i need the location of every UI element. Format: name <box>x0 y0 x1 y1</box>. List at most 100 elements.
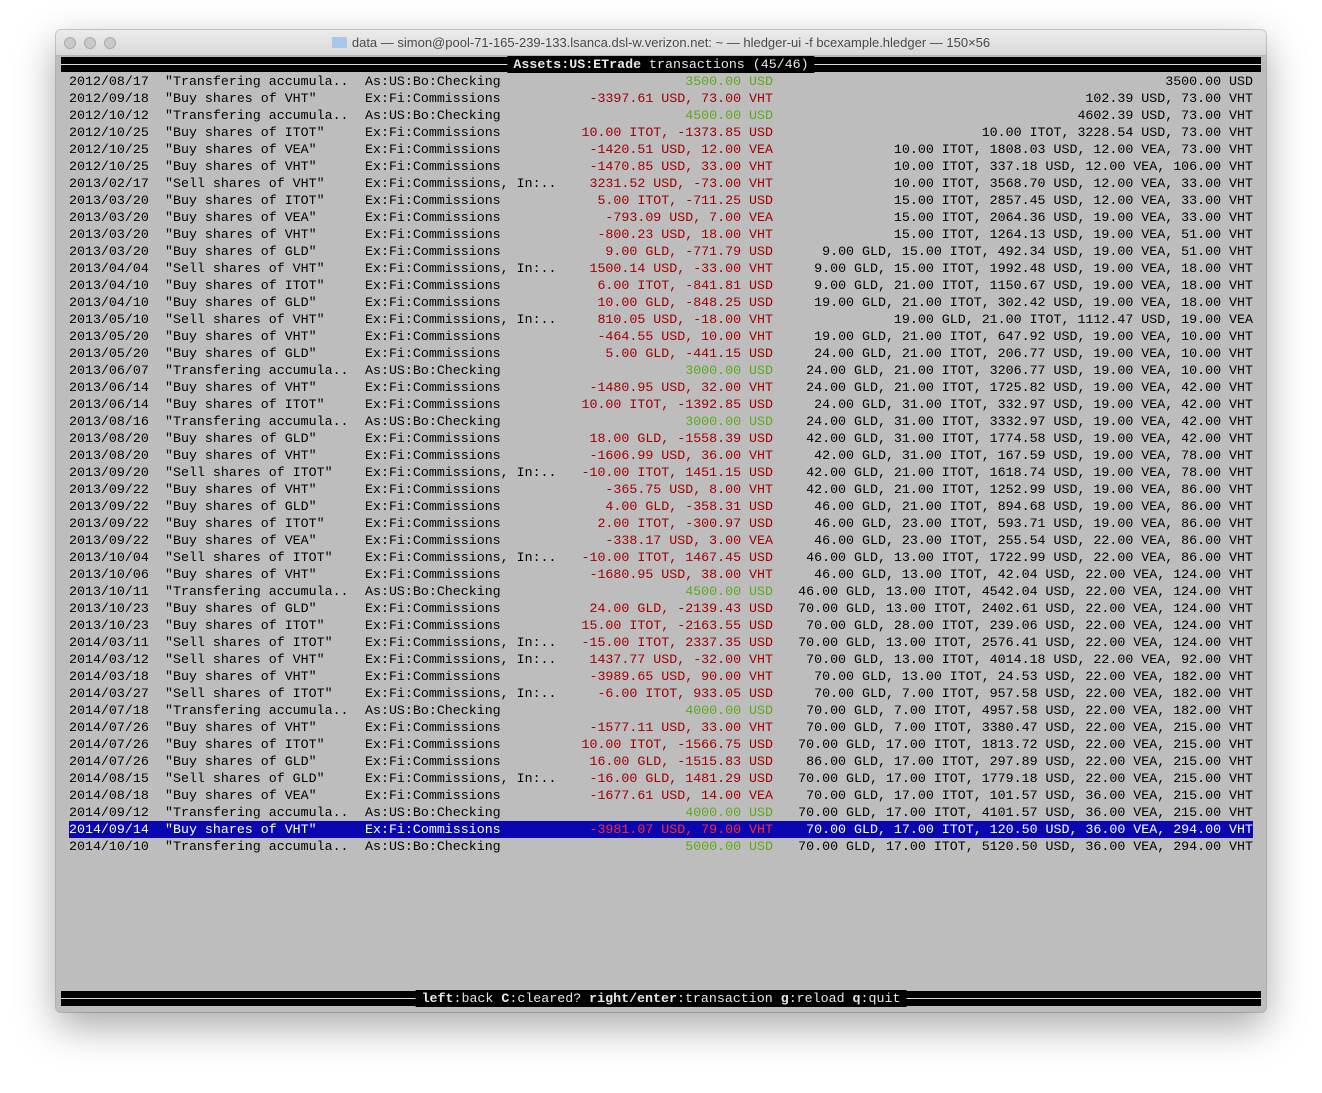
transaction-row[interactable]: 2013/04/10 "Buy shares of GLD" Ex:Fi:Commi… <box>69 294 1253 311</box>
row-date: 2014/03/11 <box>69 635 149 650</box>
transaction-row[interactable]: 2013/09/22 "Buy shares of VEA" Ex:Fi:Commi… <box>69 532 1253 549</box>
transaction-row[interactable]: 2013/08/20 "Buy shares of VHT" Ex:Fi:Commi… <box>69 447 1253 464</box>
row-balance: 9.00 GLD, 21.00 ITOT, 1150.67 USD, 19.00… <box>814 278 1253 293</box>
transaction-row[interactable]: 2014/07/26 "Buy shares of VHT" Ex:Fi:Commi… <box>69 719 1253 736</box>
transaction-row[interactable]: 2013/09/22 "Buy shares of VHT" Ex:Fi:Commi… <box>69 481 1253 498</box>
row-date: 2013/05/10 <box>69 312 149 327</box>
row-date: 2013/08/20 <box>69 431 149 446</box>
screen-title: Assets:US:ETrade transactions (45/46) <box>507 56 815 73</box>
transaction-row[interactable]: 2014/03/11 "Sell shares of ITOT" Ex:Fi:Com… <box>69 634 1253 651</box>
transaction-row[interactable]: 2013/10/11 "Transfering accumula.. As:US:B… <box>69 583 1253 600</box>
transaction-row[interactable]: 2013/10/06 "Buy shares of VHT" Ex:Fi:Commi… <box>69 566 1253 583</box>
row-date: 2013/10/06 <box>69 567 149 582</box>
row-balance: 15.00 ITOT, 1264.13 USD, 19.00 VEA, 51.0… <box>893 227 1253 242</box>
transaction-row[interactable]: 2013/10/23 "Buy shares of ITOT" Ex:Fi:Comm… <box>69 617 1253 634</box>
row-account: Ex:Fi:Commissions <box>365 737 501 752</box>
row-amount: 1437.77 USD, -32.00 VHT <box>589 652 773 667</box>
row-account: Ex:Fi:Commissions <box>365 788 501 803</box>
row-account: Ex:Fi:Commissions <box>365 516 501 531</box>
row-description: "Buy shares of VHT" <box>165 159 317 174</box>
transaction-row[interactable]: 2013/06/14 "Buy shares of ITOT" Ex:Fi:Comm… <box>69 396 1253 413</box>
row-date: 2013/09/20 <box>69 465 149 480</box>
row-balance: 70.00 GLD, 7.00 ITOT, 3380.47 USD, 22.00… <box>806 720 1253 735</box>
transaction-row[interactable]: 2013/05/20 "Buy shares of VHT" Ex:Fi:Commi… <box>69 328 1253 345</box>
transaction-row[interactable]: 2013/10/23 "Buy shares of GLD" Ex:Fi:Commi… <box>69 600 1253 617</box>
close-button[interactable] <box>64 37 76 49</box>
row-balance: 70.00 GLD, 7.00 ITOT, 4957.58 USD, 22.00… <box>806 703 1253 718</box>
key-hint: q:quit <box>852 991 901 1006</box>
transaction-row[interactable]: 2013/03/20 "Buy shares of GLD" Ex:Fi:Commi… <box>69 243 1253 260</box>
row-date: 2013/03/20 <box>69 210 149 225</box>
row-description: "Buy shares of VHT" <box>165 482 317 497</box>
row-description: "Sell shares of VHT" <box>165 176 325 191</box>
transaction-row[interactable]: 2013/06/07 "Transfering accumula.. As:US:B… <box>69 362 1253 379</box>
transaction-row[interactable]: 2014/10/10 "Transfering accumula.. As:US:B… <box>69 838 1253 855</box>
row-amount: 16.00 GLD, -1515.83 USD <box>589 754 773 769</box>
transaction-row[interactable]: 2013/02/17 "Sell shares of VHT" Ex:Fi:Comm… <box>69 175 1253 192</box>
minimize-button[interactable] <box>84 37 96 49</box>
zoom-button[interactable] <box>104 37 116 49</box>
row-amount: -3397.61 USD, 73.00 VHT <box>589 91 773 106</box>
row-date: 2014/03/18 <box>69 669 149 684</box>
row-date: 2012/09/18 <box>69 91 149 106</box>
row-date: 2014/07/26 <box>69 754 149 769</box>
row-description: "Transfering accumula.. <box>165 839 349 854</box>
row-balance: 42.00 GLD, 31.00 ITOT, 1774.58 USD, 19.0… <box>806 431 1253 446</box>
row-account: Ex:Fi:Commissions, In:.. <box>365 465 557 480</box>
transaction-row[interactable]: 2013/05/10 "Sell shares of VHT" Ex:Fi:Comm… <box>69 311 1253 328</box>
transaction-row[interactable]: 2013/09/20 "Sell shares of ITOT" Ex:Fi:Com… <box>69 464 1253 481</box>
transaction-row[interactable]: 2012/10/25 "Buy shares of VHT" Ex:Fi:Commi… <box>69 158 1253 175</box>
transaction-row[interactable]: 2014/03/12 "Sell shares of VHT" Ex:Fi:Comm… <box>69 651 1253 668</box>
row-account: Ex:Fi:Commissions <box>365 227 501 242</box>
row-description: "Transfering accumula.. <box>165 363 349 378</box>
row-account: Ex:Fi:Commissions <box>365 295 501 310</box>
row-date: 2013/09/22 <box>69 516 149 531</box>
key-action: quit <box>868 991 901 1006</box>
row-date: 2013/06/07 <box>69 363 149 378</box>
row-description: "Buy shares of GLD" <box>165 754 317 769</box>
row-balance: 9.00 GLD, 15.00 ITOT, 1992.48 USD, 19.00… <box>814 261 1253 276</box>
terminal[interactable]: Assets:US:ETrade transactions (45/46) 20… <box>61 56 1261 1012</box>
transaction-row[interactable]: 2012/10/12 "Transfering accumula.. As:US:B… <box>69 107 1253 124</box>
transaction-row[interactable]: 2012/10/25 "Buy shares of VEA" Ex:Fi:Commi… <box>69 141 1253 158</box>
row-amount: 4500.00 USD <box>685 584 773 599</box>
transaction-row[interactable]: 2014/07/26 "Buy shares of GLD" Ex:Fi:Commi… <box>69 753 1253 770</box>
transaction-row[interactable]: 2014/09/12 "Transfering accumula.. As:US:B… <box>69 804 1253 821</box>
row-amount: 5.00 GLD, -441.15 USD <box>605 346 773 361</box>
row-description: "Buy shares of GLD" <box>165 601 317 616</box>
transaction-row[interactable]: 2013/09/22 "Buy shares of ITOT" Ex:Fi:Comm… <box>69 515 1253 532</box>
row-balance: 42.00 GLD, 31.00 ITOT, 167.59 USD, 19.00… <box>814 448 1253 463</box>
row-amount: 9.00 GLD, -771.79 USD <box>605 244 773 259</box>
transaction-row[interactable]: 2014/08/15 "Sell shares of GLD" Ex:Fi:Comm… <box>69 770 1253 787</box>
transaction-row[interactable]: 2012/09/18 "Buy shares of VHT" Ex:Fi:Commi… <box>69 90 1253 107</box>
row-account: As:US:Bo:Checking <box>365 414 501 429</box>
transaction-row[interactable]: 2014/08/18 "Buy shares of VEA" Ex:Fi:Commi… <box>69 787 1253 804</box>
row-amount: 15.00 ITOT, -2163.55 USD <box>581 618 773 633</box>
transaction-row[interactable]: 2013/06/14 "Buy shares of VHT" Ex:Fi:Commi… <box>69 379 1253 396</box>
transaction-row[interactable]: 2013/10/04 "Sell shares of ITOT" Ex:Fi:Com… <box>69 549 1253 566</box>
row-date: 2013/10/04 <box>69 550 149 565</box>
transaction-row[interactable]: 2013/04/10 "Buy shares of ITOT" Ex:Fi:Comm… <box>69 277 1253 294</box>
transaction-row[interactable]: 2014/07/18 "Transfering accumula.. As:US:B… <box>69 702 1253 719</box>
row-amount: -3981.07 USD, 79.00 VHT <box>589 822 773 837</box>
transaction-row[interactable]: 2014/07/26 "Buy shares of ITOT" Ex:Fi:Comm… <box>69 736 1253 753</box>
row-description: "Buy shares of ITOT" <box>165 193 325 208</box>
transaction-row[interactable]: 2013/08/20 "Buy shares of GLD" Ex:Fi:Commi… <box>69 430 1253 447</box>
transaction-row[interactable]: 2013/03/20 "Buy shares of VEA" Ex:Fi:Commi… <box>69 209 1253 226</box>
transaction-row[interactable]: 2013/08/16 "Transfering accumula.. As:US:B… <box>69 413 1253 430</box>
row-account: Ex:Fi:Commissions, In:.. <box>365 550 557 565</box>
transaction-row[interactable]: 2013/05/20 "Buy shares of GLD" Ex:Fi:Commi… <box>69 345 1253 362</box>
row-date: 2013/06/14 <box>69 397 149 412</box>
transaction-row[interactable]: 2013/03/20 "Buy shares of ITOT" Ex:Fi:Comm… <box>69 192 1253 209</box>
transaction-row[interactable]: 2014/03/27 "Sell shares of ITOT" Ex:Fi:Com… <box>69 685 1253 702</box>
transaction-row[interactable]: 2013/09/22 "Buy shares of GLD" Ex:Fi:Commi… <box>69 498 1253 515</box>
row-account: Ex:Fi:Commissions, In:.. <box>365 652 557 667</box>
transaction-row[interactable]: 2014/03/18 "Buy shares of VHT" Ex:Fi:Commi… <box>69 668 1253 685</box>
transaction-row[interactable]: 2012/08/17 "Transfering accumula.. As:US:B… <box>69 73 1253 90</box>
transaction-row[interactable]: 2013/04/04 "Sell shares of VHT" Ex:Fi:Comm… <box>69 260 1253 277</box>
transaction-row[interactable]: 2012/10/25 "Buy shares of ITOT" Ex:Fi:Comm… <box>69 124 1253 141</box>
transaction-row[interactable]: 2014/09/14 "Buy shares of VHT" Ex:Fi:Commi… <box>69 821 1253 838</box>
row-balance: 3500.00 USD <box>1165 74 1253 89</box>
row-account: Ex:Fi:Commissions <box>365 142 501 157</box>
transaction-row[interactable]: 2013/03/20 "Buy shares of VHT" Ex:Fi:Commi… <box>69 226 1253 243</box>
